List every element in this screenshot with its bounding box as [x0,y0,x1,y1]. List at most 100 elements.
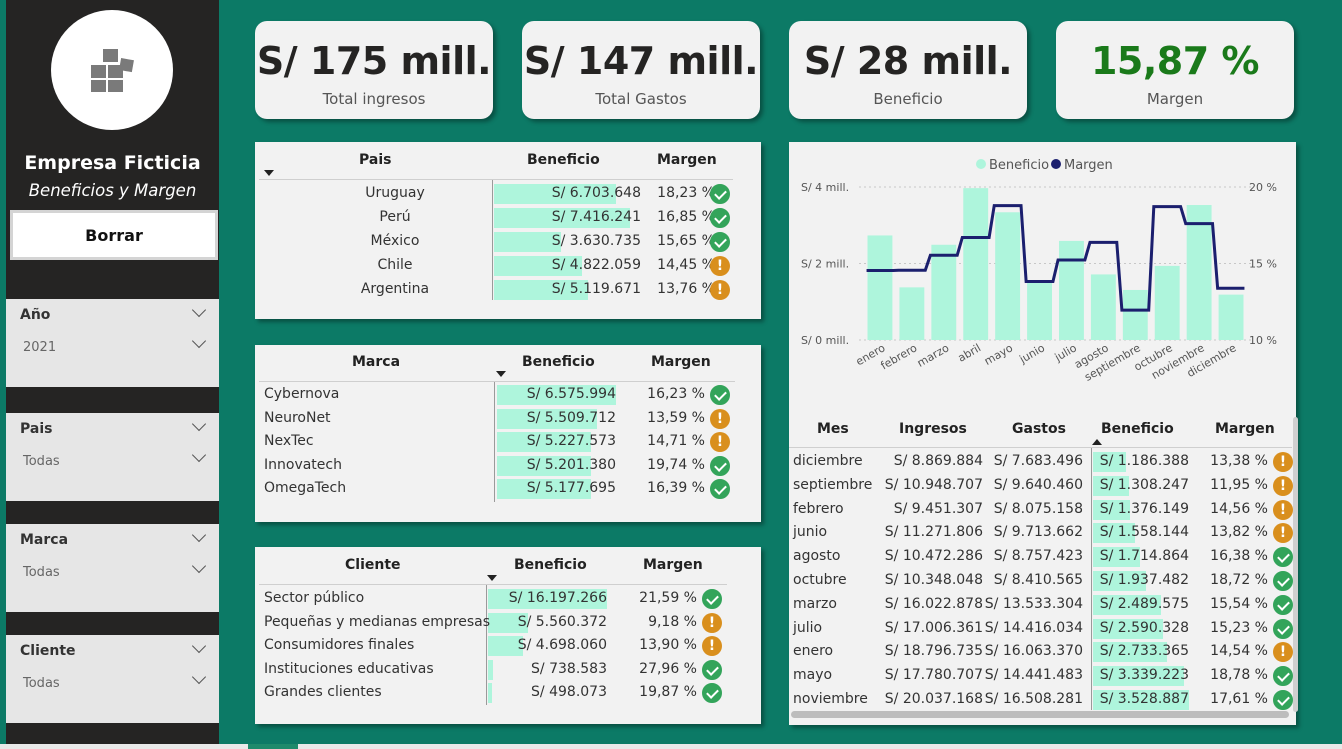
table-row[interactable]: Argentina S/ 5.119.671 13,76 % [255,278,761,302]
bar-beneficio-julio [1059,240,1084,340]
profit-databar [1093,547,1141,568]
column-header-profit[interactable]: Beneficio [522,354,595,370]
table-row[interactable]: Perú S/ 7.416.241 16,85 % [255,206,761,230]
table-row[interactable]: octubre S/ 10.348.048 S/ 8.410.565 S/ 1.937… [789,569,1296,593]
table-row[interactable]: Sector público S/ 16.197.266 21,59 % [255,587,761,611]
table-row[interactable]: enero S/ 18.796.735 S/ 16.063.370 S/ 2.733.… [789,640,1296,664]
chevron-down-icon[interactable] [191,447,207,463]
expenses-cell: S/ 13.533.304 [984,595,1083,612]
table-row[interactable]: Consumidores finales S/ 4.698.060 13,90 % [255,634,761,658]
sort-indicator-icon[interactable] [1092,439,1102,445]
horizontal-scrollbar[interactable] [791,711,1289,718]
y-left-tick-label: S/ 2 mill. [801,258,849,271]
profit-cell: S/ 7.416.241 [551,209,641,225]
x-tick-label: febrero [879,341,920,372]
income-cell: S/ 8.869.884 [893,453,983,469]
profit-databar [494,208,630,228]
profit-databar [497,408,597,429]
table-row[interactable]: Grandes clientes S/ 498.073 19,87 % [255,681,761,705]
slicer-country-label: Pais [20,421,53,437]
slicer-year-value[interactable]: 2021 [23,340,57,355]
table-row[interactable]: agosto S/ 10.472.286 S/ 8.757.423 S/ 1.714.… [789,545,1296,569]
check-circle-icon [710,385,730,405]
table-row[interactable]: septiembre S/ 10.948.707 S/ 9.640.460 S/ 1.… [789,474,1296,498]
month-cell: julio [793,619,823,636]
boxes-icon [91,49,134,92]
table-row[interactable]: OmegaTech S/ 5.177.695 16,39 % [255,477,761,501]
legend-label-margen: Margen [1064,158,1113,173]
table-row[interactable]: Pequeñas y medianas empresas S/ 5.560.372… [255,611,761,635]
slicer-country-value[interactable]: Todas [23,454,60,469]
clear-filters-button[interactable]: Borrar [10,210,218,260]
table-row[interactable]: Uruguay S/ 6.703.648 18,23 % [255,182,761,206]
column-header-expenses[interactable]: Gastos [1012,421,1066,437]
table-row[interactable]: Cybernova S/ 6.575.994 16,23 % [255,383,761,407]
check-circle-icon [710,184,730,204]
column-header-margin[interactable]: Margen [651,354,711,370]
chevron-down-icon[interactable] [191,416,207,432]
sort-indicator-icon[interactable] [264,170,274,176]
report-subtitle: Beneficios y Margen [28,181,197,200]
margin-cell: 19,74 % [647,456,705,473]
check-circle-icon [1273,690,1293,710]
column-header-profit[interactable]: Beneficio [514,557,587,573]
margin-cell: 15,23 % [1210,619,1268,636]
column-header-profit[interactable]: Beneficio [1101,421,1174,437]
table-row[interactable]: NexTec S/ 5.227.573 14,71 % [255,430,761,454]
slicer-brand-value[interactable]: Todas [23,565,60,580]
warning-circle-icon [1273,475,1293,496]
table-row[interactable]: marzo S/ 16.022.878 S/ 13.533.304 S/ 2.489.… [789,593,1296,617]
chevron-down-icon[interactable] [191,302,207,318]
vertical-scrollbar[interactable] [1293,417,1298,712]
slicer-client-value[interactable]: Todas [23,676,60,691]
table-row[interactable]: noviembre S/ 20.037.168 S/ 16.508.281 S/ 3.… [789,688,1296,712]
month-cell: enero [793,643,834,660]
table-row[interactable]: diciembre S/ 8.869.884 S/ 7.683.496 S/ 1.18… [789,450,1296,474]
table-row[interactable]: Innovatech S/ 5.201.380 19,74 % [255,454,761,478]
chevron-down-icon[interactable] [191,333,207,349]
name-cell: Innovatech [264,456,342,473]
margin-cell: 9,18 % [648,613,697,630]
chevron-down-icon[interactable] [191,638,207,654]
table-row[interactable]: México S/ 3.630.735 15,65 % [255,230,761,254]
income-cell: S/ 17.780.707 [884,667,983,684]
month-cell: octubre [793,572,847,588]
chevron-down-icon[interactable] [191,669,207,685]
profit-cell: S/ 5.227.573 [526,433,616,450]
table-row[interactable]: febrero S/ 9.451.307 S/ 8.075.158 S/ 1.376.… [789,498,1296,522]
table-row[interactable]: julio S/ 17.006.361 S/ 14.416.034 S/ 2.590.… [789,617,1296,641]
column-header-month[interactable]: Mes [817,421,849,437]
warning-circle-icon [710,256,730,276]
chevron-down-icon[interactable] [191,527,207,543]
slicer-country: Pais Todas [6,413,219,501]
chevron-down-icon[interactable] [191,558,207,574]
margin-cell: 21,59 % [639,590,697,606]
page-tab-active[interactable] [248,744,298,749]
table-row[interactable]: mayo S/ 17.780.707 S/ 14.441.483 S/ 3.339.2… [789,664,1296,688]
column-header-margin[interactable]: Margen [657,152,717,168]
kpi-value: S/ 28 mill. [803,39,1013,83]
table-row[interactable]: Chile S/ 4.822.059 14,45 % [255,254,761,278]
column-header-client[interactable]: Cliente [345,557,401,573]
column-header-margin[interactable]: Margen [1215,421,1275,437]
warning-circle-icon [710,408,730,429]
column-header-margin[interactable]: Margen [643,557,703,573]
table-row[interactable]: junio S/ 11.271.806 S/ 9.713.662 S/ 1.558.1… [789,521,1296,545]
table-row[interactable]: NeuroNet S/ 5.509.712 13,59 % [255,407,761,431]
margin-cell: 16,85 % [657,209,715,225]
bar-beneficio-diciembre [1218,294,1244,340]
name-cell: NeuroNet [264,409,331,426]
table-row[interactable]: Instituciones educativas S/ 738.583 27,96 … [255,658,761,682]
column-header-income[interactable]: Ingresos [899,421,967,437]
margin-cell: 16,23 % [647,386,705,402]
profit-cell: S/ 6.575.994 [526,386,616,402]
sort-indicator-icon[interactable] [487,575,497,581]
column-header-country[interactable]: Pais [359,152,392,168]
x-tick-label: marzo [915,341,952,370]
name-cell: Sector público [264,590,365,606]
column-header-profit[interactable]: Beneficio [527,152,600,168]
column-header-brand[interactable]: Marca [352,354,401,370]
month-cell: noviembre [793,691,868,707]
sort-indicator-icon[interactable] [496,371,506,377]
profit-cell: S/ 5.119.671 [551,281,641,297]
